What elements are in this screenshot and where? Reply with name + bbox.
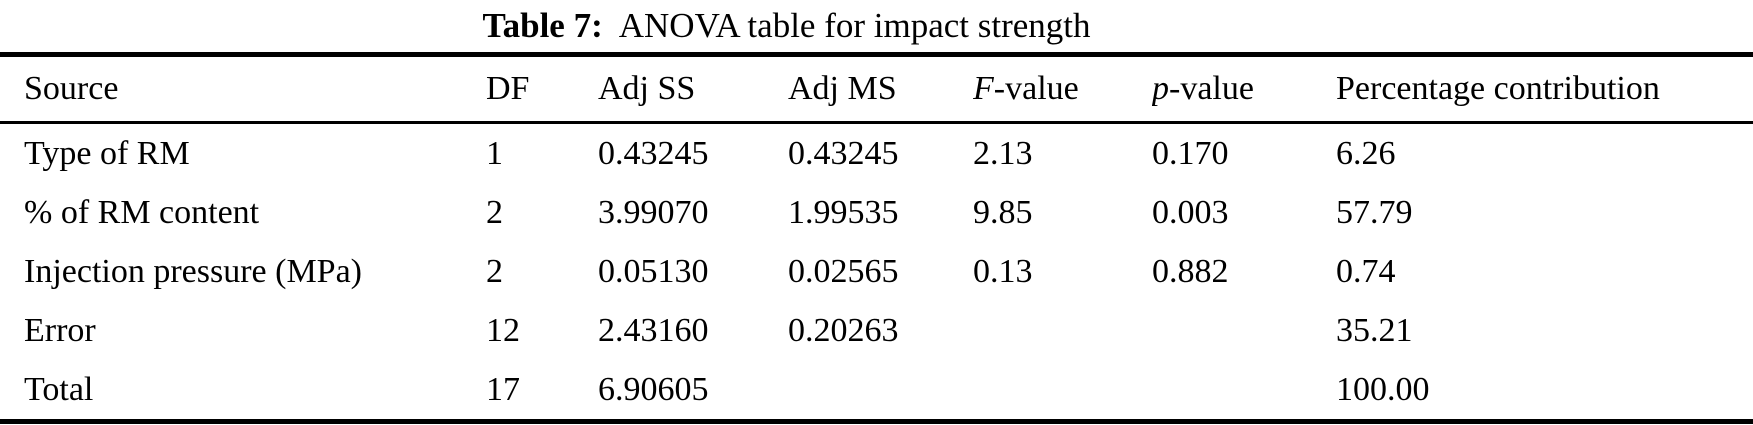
cell-adj-ms: 0.20263 (788, 311, 899, 349)
table-caption-number: Table 7: (482, 6, 603, 45)
cell-f-value (973, 360, 1152, 422)
cell-p-value (1152, 301, 1336, 360)
column-header-source: Source (24, 70, 119, 107)
cell-source: Injection pressure (MPa) (24, 252, 363, 290)
anova-table: Source DF Adj SS Adj MS F-value p-value … (0, 52, 1753, 424)
cell-f-value (973, 301, 1152, 360)
cell-percentage-contribution: 57.79 (1336, 193, 1413, 231)
cell-adj-ss: 6.90605 (598, 370, 709, 408)
cell-adj-ss: 0.05130 (598, 252, 709, 290)
cell-df: 2 (486, 193, 503, 231)
table-caption: Table 7: ANOVA table for impact strength (0, 0, 1753, 52)
column-header-f-value: F-value (973, 70, 1079, 107)
table-caption-title: ANOVA table for impact strength (618, 6, 1091, 45)
cell-p-value (1152, 360, 1336, 422)
cell-percentage-contribution: 35.21 (1336, 311, 1413, 349)
cell-adj-ss: 2.43160 (598, 311, 709, 349)
cell-source: Type of RM (24, 134, 190, 172)
cell-p-value: 0.170 (1152, 134, 1229, 172)
cell-source: Total (24, 370, 94, 408)
cell-df: 1 (486, 134, 503, 172)
cell-p-value: 0.882 (1152, 252, 1229, 290)
column-header-df: DF (486, 70, 530, 107)
table-row-rm-content: % of RM content 2 3.99070 1.99535 9.85 0… (0, 183, 1753, 242)
table-row-error: Error 12 2.43160 0.20263 35.21 (0, 301, 1753, 360)
cell-p-value: 0.003 (1152, 193, 1229, 231)
cell-percentage-contribution: 0.74 (1336, 252, 1396, 290)
cell-df: 2 (486, 252, 503, 290)
column-header-percentage-contribution: Percentage contribution (1336, 70, 1660, 107)
cell-percentage-contribution: 100.00 (1336, 370, 1430, 408)
cell-source: Error (24, 311, 96, 349)
cell-source: % of RM content (24, 193, 260, 231)
cell-f-value: 0.13 (973, 252, 1033, 290)
table-row-total: Total 17 6.90605 100.00 (0, 360, 1753, 422)
cell-percentage-contribution: 6.26 (1336, 134, 1396, 172)
header-row: Source DF Adj SS Adj MS F-value p-value … (0, 55, 1753, 123)
cell-adj-ms: 0.02565 (788, 252, 899, 290)
cell-df: 17 (486, 370, 520, 408)
cell-adj-ms: 0.43245 (788, 134, 899, 172)
column-header-p-value: p-value (1152, 70, 1254, 107)
cell-adj-ss: 0.43245 (598, 134, 709, 172)
cell-f-value: 9.85 (973, 193, 1033, 231)
cell-df: 12 (486, 311, 520, 349)
cell-adj-ms (788, 360, 973, 422)
table-row-type-of-rm: Type of RM 1 0.43245 0.43245 2.13 0.170 … (0, 123, 1753, 184)
column-header-adj-ms: Adj MS (788, 70, 897, 107)
table-row-injection-pressure: Injection pressure (MPa) 2 0.05130 0.025… (0, 242, 1753, 301)
cell-adj-ss: 3.99070 (598, 193, 709, 231)
column-header-adj-ss: Adj SS (598, 70, 696, 107)
cell-f-value: 2.13 (973, 134, 1033, 172)
cell-adj-ms: 1.99535 (788, 193, 899, 231)
